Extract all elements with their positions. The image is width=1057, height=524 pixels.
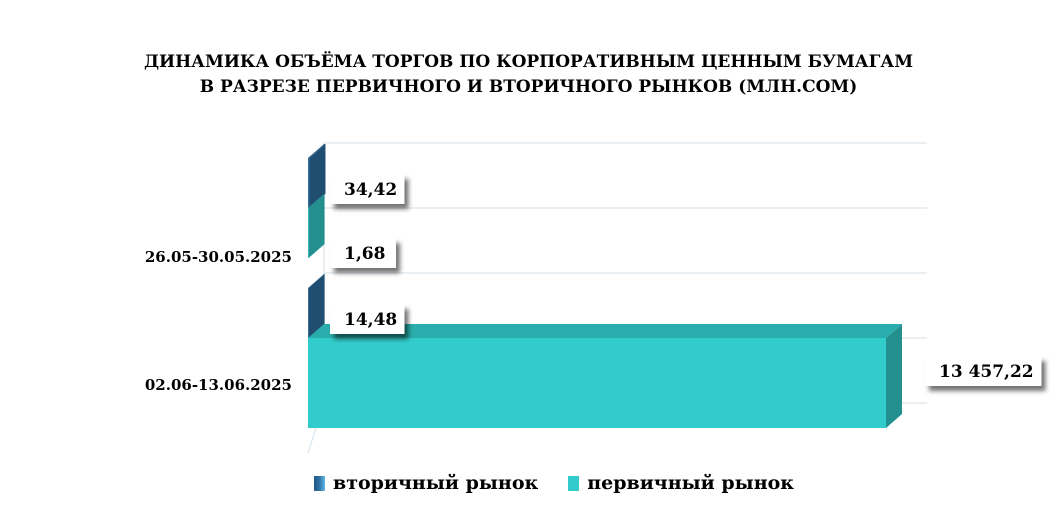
data-label-box: [925, 356, 1042, 386]
chart-title: ДИНАМИКА ОБЪЁМА ТОРГОВ ПО КОРПОРАТИВНЫМ …: [0, 50, 1057, 100]
bars: [308, 144, 902, 428]
bar-top: [308, 194, 325, 208]
data-label-box: [330, 174, 405, 204]
bar: [308, 208, 309, 258]
bar-side: [308, 194, 325, 258]
data-label: 34,42: [330, 174, 405, 204]
bar-top: [308, 324, 902, 338]
chart-title-line-2: В РАЗРЕЗЕ ПЕРВИЧНОГО И ВТОРИЧНОГО РЫНКОВ…: [199, 77, 858, 97]
chart-title-line-1: ДИНАМИКА ОБЪЁМА ТОРГОВ ПО КОРПОРАТИВНЫМ …: [143, 52, 914, 72]
bar: [308, 338, 886, 428]
bar-top: [308, 274, 325, 288]
data-label: 14,48: [330, 304, 405, 334]
category-label: 26.05-30.05.2025: [145, 248, 292, 266]
bar-top: [308, 144, 326, 158]
data-label-text: 1,68: [344, 244, 385, 264]
bar-side: [308, 274, 325, 338]
legend-swatch-secondary: [314, 475, 325, 491]
data-label-box: [330, 238, 396, 268]
data-label-box: [330, 304, 405, 334]
data-label-text: 34,42: [344, 180, 397, 200]
legend-swatch-primary: [568, 475, 580, 491]
bar: [308, 288, 309, 338]
data-labels: 34,42 1,68 14,48 13 457,22: [330, 174, 1042, 386]
category-label: 02.06-13.06.2025: [145, 376, 292, 394]
legend-label-primary: первичный рынок: [587, 472, 795, 494]
legend-item-primary: первичный рынок: [568, 472, 794, 494]
bar: [308, 158, 310, 208]
bar-side: [309, 144, 326, 208]
legend-label-secondary: вторичный рынок: [333, 472, 539, 494]
data-label-text: 13 457,22: [939, 362, 1034, 382]
category-labels: 26.05-30.05.2025 02.06-13.06.2025: [145, 248, 292, 394]
bar-side: [886, 324, 902, 428]
legend-item-secondary: вторичный рынок: [314, 472, 538, 494]
data-label: 1,68: [330, 238, 396, 268]
data-label-text: 14,48: [344, 310, 397, 330]
legend: вторичный рынок первичный рынок: [314, 472, 824, 494]
data-label: 13 457,22: [925, 356, 1042, 386]
